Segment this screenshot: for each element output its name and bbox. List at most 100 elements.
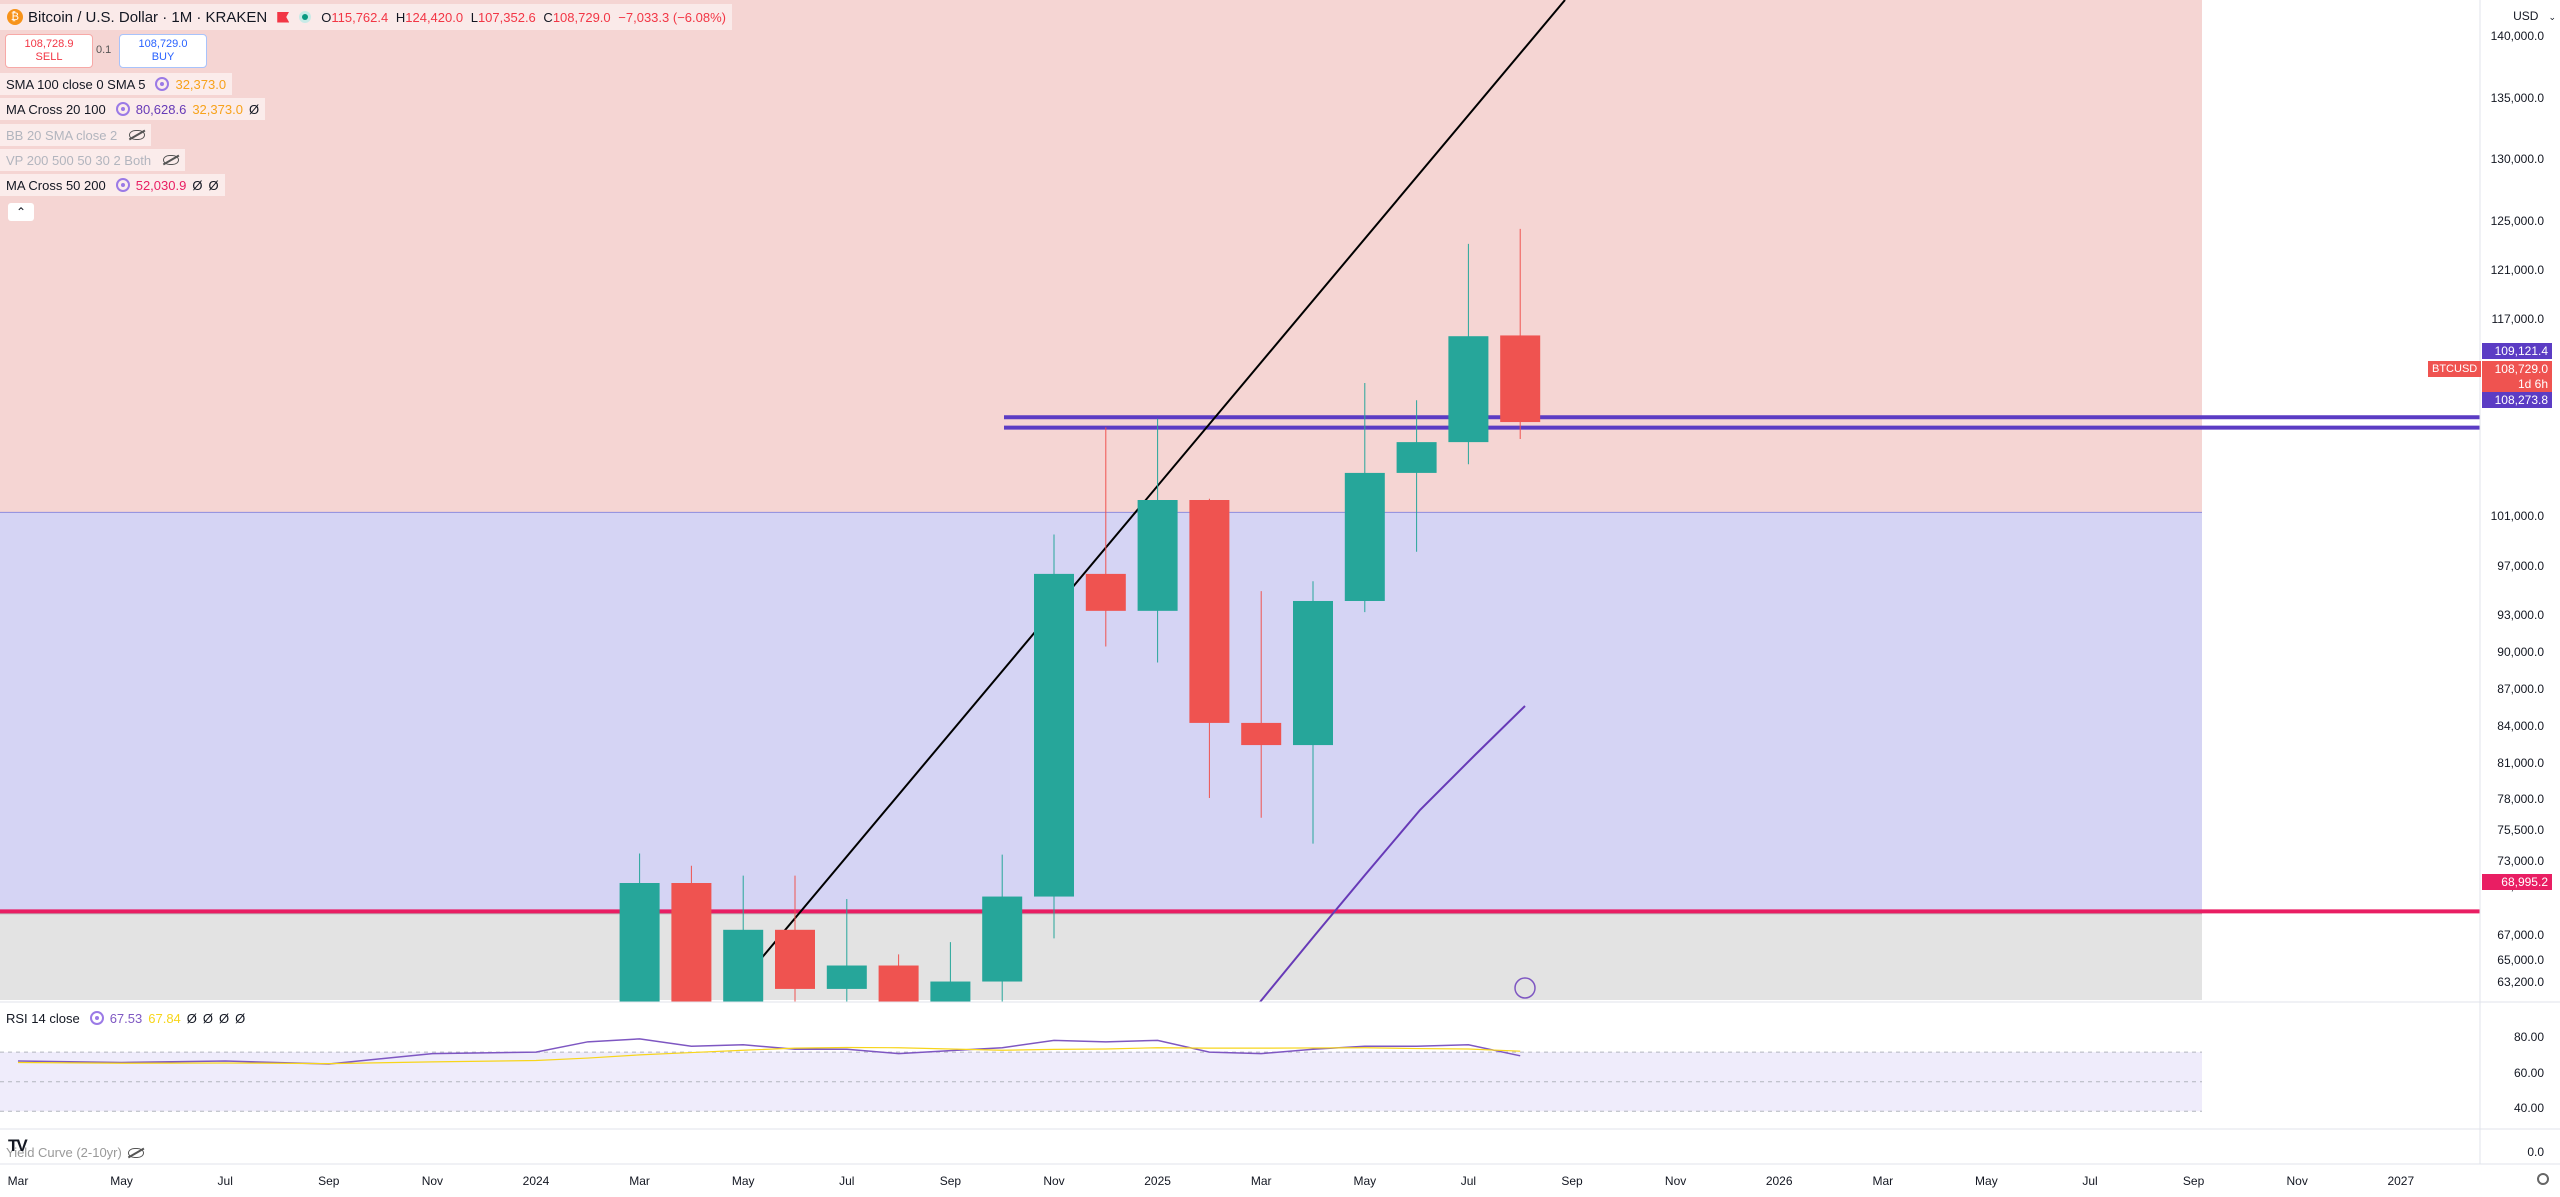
rsi-extra: Ø: [219, 1010, 230, 1026]
settings-circle-icon[interactable]: [89, 1011, 104, 1025]
price-axis-label: 130,000.0: [2490, 152, 2544, 167]
price-axis-label: 63,200.0: [2497, 974, 2544, 989]
time-axis-label: Mar: [1250, 1174, 1272, 1188]
rsi-line: [17, 1038, 1521, 1065]
settings-circle-icon[interactable]: [115, 178, 130, 192]
price-tag: 109,121.4: [2482, 343, 2552, 359]
settings-circle-icon[interactable]: [155, 77, 170, 91]
trend-line: [759, 0, 1566, 961]
price-axis-label: 135,000.0: [2490, 90, 2544, 105]
time-axis-label: May: [1975, 1174, 1998, 1188]
time-axis-label: May: [731, 1174, 755, 1188]
price-axis-label: 101,000.0: [2490, 509, 2544, 524]
time-axis-label: Jul: [2082, 1174, 2098, 1188]
collapse-legend-button[interactable]: ⌃: [8, 203, 34, 221]
sell-button[interactable]: 108,728.9 SELL: [5, 34, 93, 68]
time-axis-label: Jul: [839, 1174, 855, 1188]
hidden-eye-icon[interactable]: [127, 1147, 144, 1158]
candle-body: [826, 965, 867, 989]
candle-body: [775, 929, 815, 989]
rsi-axis-40: 40.00: [2513, 1101, 2544, 1115]
rsi-ma-value: 67.84: [148, 1010, 181, 1026]
hidden-eye-icon[interactable]: [163, 155, 180, 165]
time-axis-label: Nov: [1043, 1174, 1065, 1188]
time-axis-label: Sep: [1561, 1174, 1583, 1188]
spread-value: 0.1: [96, 44, 112, 56]
candle-body: [1189, 500, 1230, 723]
indicator-name: SMA 100 close 0 SMA 5: [6, 76, 146, 92]
zone-band: [0, 913, 2202, 1000]
market-open-icon: [299, 11, 312, 23]
candle-body: [1034, 573, 1074, 897]
time-axis-label: 2025: [1144, 1174, 1171, 1188]
price-tag: 108,729.0: [2482, 361, 2552, 377]
price-tag: 68,995.2: [2482, 874, 2552, 890]
time-axis-label: Sep: [318, 1174, 340, 1188]
indicator-row[interactable]: SMA 100 close 0 SMA 5 32,373.0: [0, 73, 233, 95]
time-axis-label: Jul: [217, 1174, 233, 1188]
indicator-value: 52,030.9: [135, 177, 187, 193]
indicator-row[interactable]: MA Cross 50 200 52,030.9 Ø Ø: [0, 174, 225, 196]
time-axis-label: Jul: [1460, 1174, 1477, 1188]
indicator-row[interactable]: MA Cross 20 100 80,628.6 32,373.0 Ø: [0, 98, 266, 120]
bitcoin-logo-icon: ₿: [7, 9, 23, 25]
tradingview-logo-icon: TV: [8, 1136, 28, 1155]
symbol-title[interactable]: Bitcoin / U.S. Dollar · 1M · KRAKEN: [28, 8, 268, 26]
chevron-up-icon: ⌃: [15, 205, 27, 219]
time-axis-label: Mar: [629, 1174, 650, 1188]
candle-body: [1500, 335, 1541, 423]
price-axis-label: 75,500.0: [2497, 823, 2544, 838]
settings-gear-icon[interactable]: [2537, 1173, 2549, 1185]
rsi-axis-80: 80.00: [2513, 1030, 2544, 1044]
indicator-name: BB 20 SMA close 2: [6, 127, 118, 143]
price-axis-label: 140,000.0: [2490, 28, 2544, 43]
time-axis-label: 2027: [2387, 1174, 2415, 1188]
candle-body: [1448, 336, 1489, 443]
indicator-row[interactable]: VP 200 500 50 30 2 Both: [0, 149, 186, 171]
indicator-value: 32,373.0: [192, 101, 243, 117]
rsi-extra: Ø: [186, 1010, 197, 1026]
price-axis-label: 73,000.0: [2497, 854, 2544, 869]
rsi-title[interactable]: RSI 14 close: [6, 1010, 80, 1026]
yield-curve-label[interactable]: Yield Curve (2-10yr): [6, 1145, 122, 1160]
settings-circle-icon[interactable]: [115, 102, 130, 116]
buy-button[interactable]: 108,729.0 BUY: [119, 34, 207, 68]
candle-body: [1085, 573, 1126, 611]
candle-body: [1137, 500, 1178, 611]
hidden-eye-icon[interactable]: [129, 130, 146, 140]
red-flag-icon[interactable]: [277, 11, 290, 23]
zone-band: [0, 0, 2202, 513]
rsi-extra: Ø: [202, 1010, 214, 1026]
time-axis-label: Mar: [7, 1174, 29, 1188]
price-axis-label: 125,000.0: [2490, 213, 2544, 228]
price-tag: 108,273.8: [2482, 392, 2552, 408]
time-axis-label: May: [1353, 1174, 1377, 1188]
time-axis-label: Sep: [939, 1174, 962, 1188]
price-axis-label: 65,000.0: [2497, 952, 2544, 967]
price-axis-label: 97,000.0: [2497, 558, 2544, 573]
indicator-row[interactable]: BB 20 SMA close 2: [0, 124, 152, 146]
candle-body: [982, 896, 1023, 982]
time-axis-label: May: [110, 1174, 133, 1188]
rsi-extra: Ø: [235, 1010, 246, 1026]
zone-band: [0, 512, 2202, 914]
indicator-value: 32,373.0: [175, 76, 227, 92]
symbol-header: ₿ Bitcoin / U.S. Dollar · 1M · KRAKEN O1…: [0, 4, 732, 30]
indicator-name: MA Cross 50 200: [6, 177, 106, 193]
price-axis-label: 78,000.0: [2497, 792, 2544, 807]
candle-body: [723, 929, 764, 1015]
rsi-axis-60: 60.00: [2513, 1066, 2544, 1080]
btcusd-symbol-tag: BTCUSD: [2428, 361, 2482, 377]
time-axis-label: Nov: [421, 1174, 444, 1188]
indicator-value: 80,628.6: [135, 101, 187, 117]
time-axis-label: 2026: [1765, 1174, 1793, 1188]
price-axis-label: 121,000.0: [2490, 262, 2544, 277]
currency-selector[interactable]: USD ⌄: [2513, 9, 2556, 23]
price-tag: 1d 6h: [2482, 376, 2552, 392]
rsi-ma-line: [17, 1046, 1521, 1065]
time-axis-label: Mar: [1872, 1174, 1894, 1188]
candle-body: [619, 883, 660, 1008]
yield-curve-legend: Yield Curve (2-10yr): [6, 1145, 150, 1160]
candle-body: [1293, 600, 1333, 746]
